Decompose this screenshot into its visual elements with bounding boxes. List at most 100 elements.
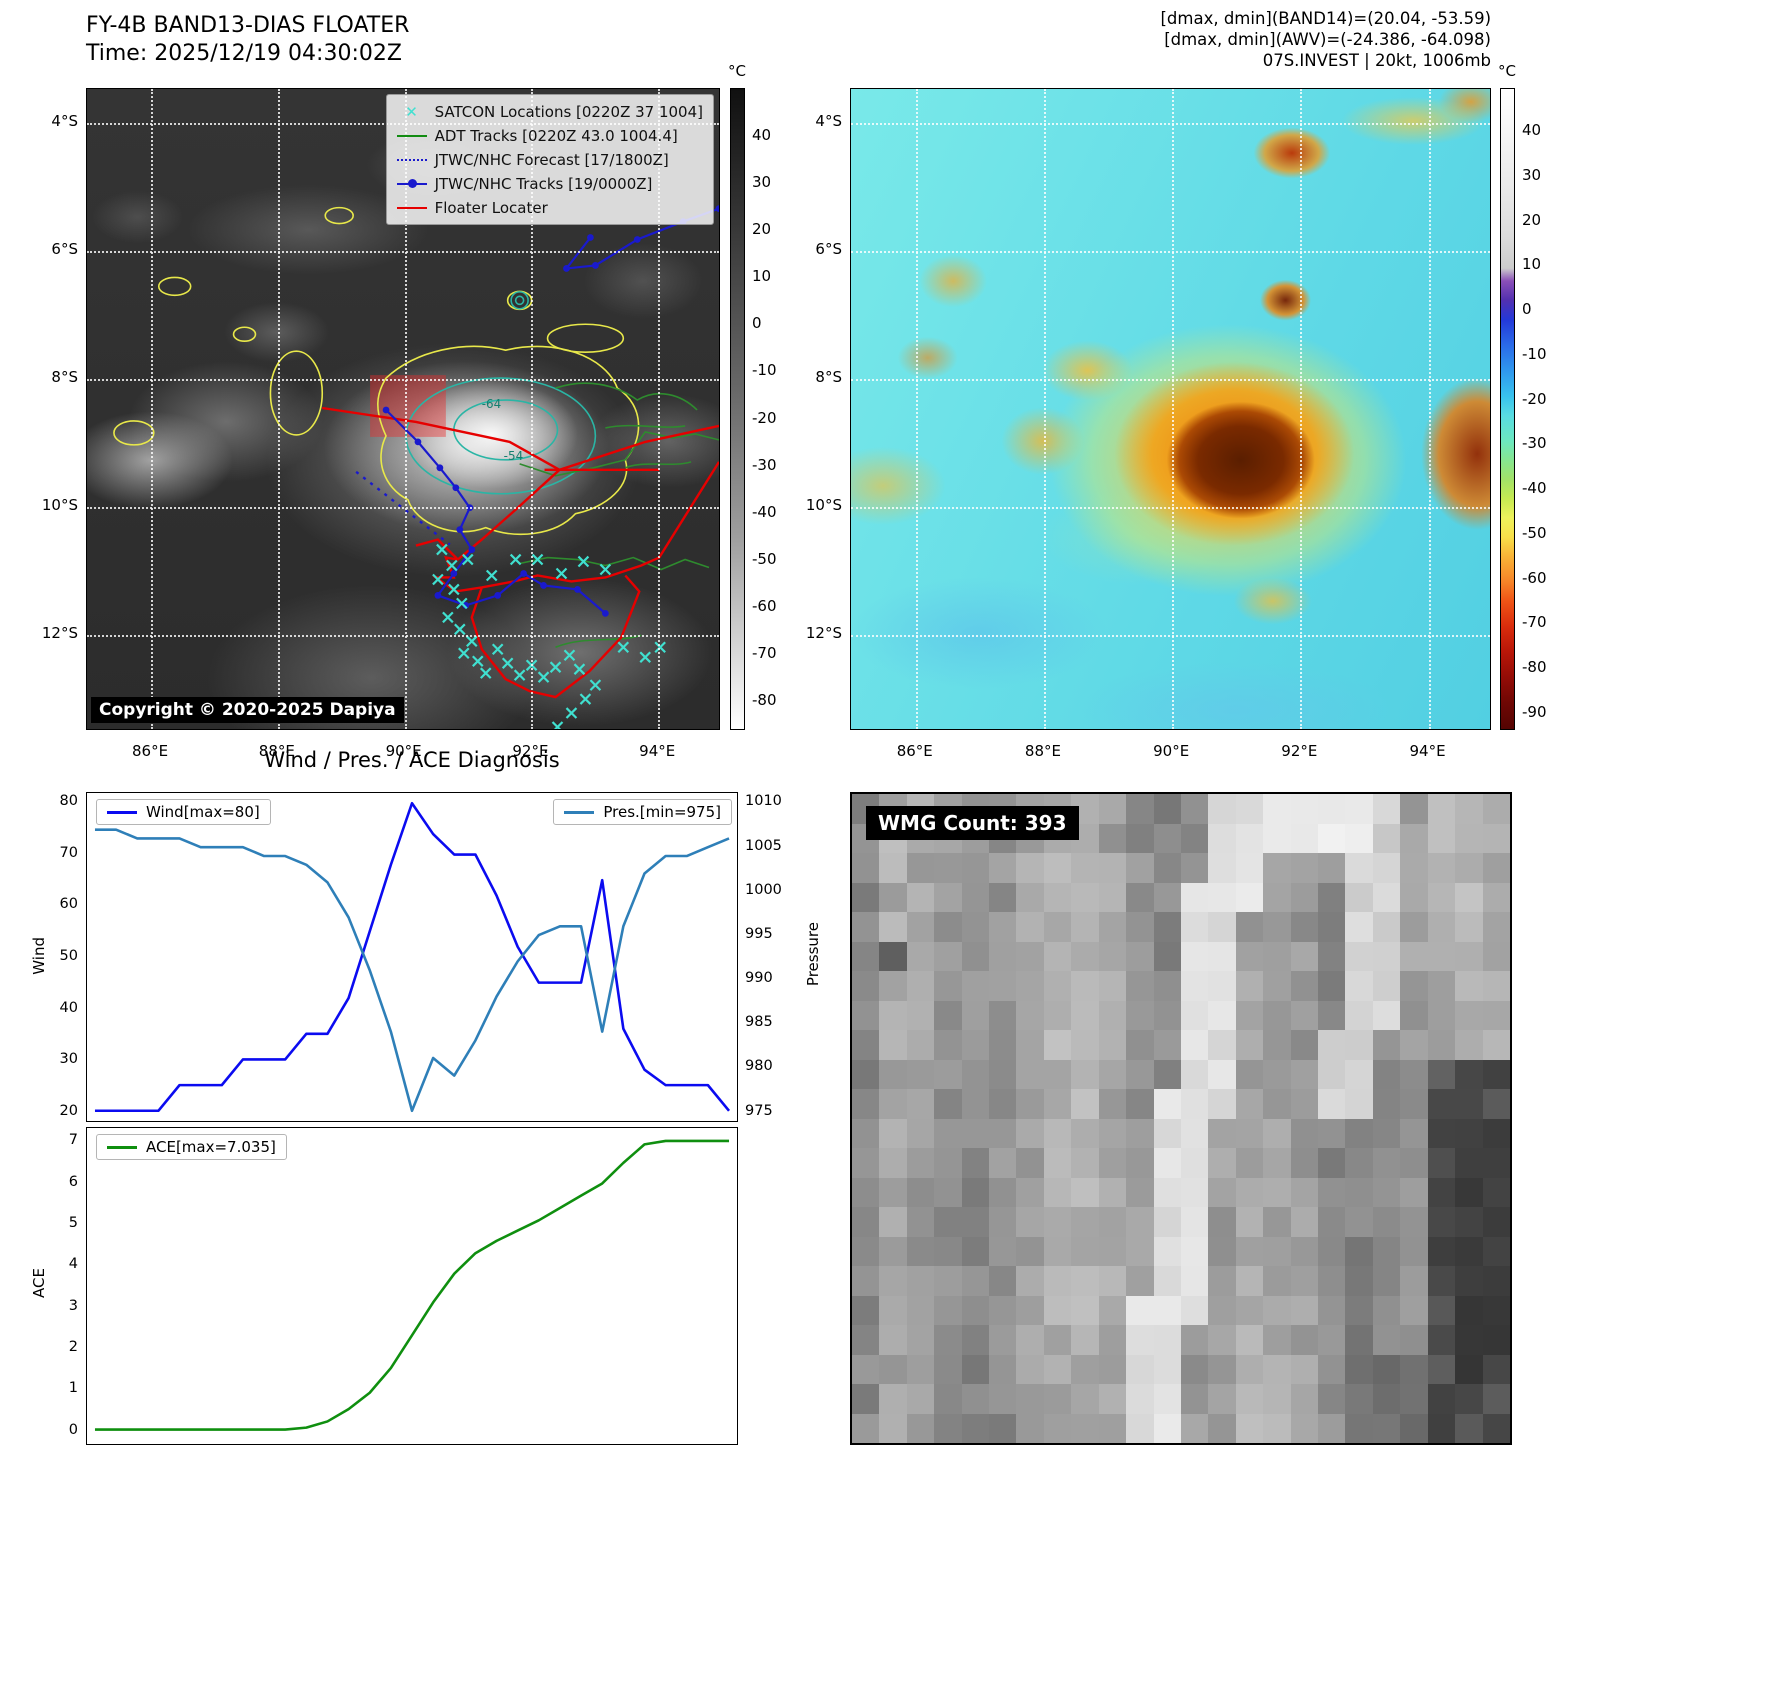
chart-wind-ytick: 30 <box>59 1051 78 1068</box>
wmg-pixel <box>934 1118 962 1148</box>
legend-line <box>396 158 427 161</box>
wmg-pixel <box>1098 1384 1127 1414</box>
wmg-pixel <box>1318 912 1346 942</box>
wmg-pixel <box>1071 1059 1099 1089</box>
floater-gridline-h <box>87 506 719 509</box>
wmg-pixel <box>879 1177 907 1207</box>
wmg-pixel <box>1126 853 1154 883</box>
wmg-pixel <box>1372 1000 1401 1030</box>
ace-legend-label: ACE[max=7.035] <box>146 1138 276 1156</box>
wmg-pixel <box>1263 1030 1291 1060</box>
wmg-pixel <box>1153 1413 1181 1443</box>
wmg-pixel <box>1427 941 1456 971</box>
floater-gridline-h <box>87 250 719 253</box>
series-line <box>94 1139 730 1431</box>
wmg-pixel <box>1126 1118 1154 1148</box>
track-line-icon <box>396 130 427 142</box>
enhanced-colorbar-tick: -20 <box>1522 389 1547 408</box>
floater-colorbar-tick: 0 <box>752 314 762 333</box>
wmg-pixel <box>1400 1000 1428 1030</box>
wmg-pixel <box>1153 1295 1181 1325</box>
wmg-pixel <box>1345 1148 1373 1178</box>
enhanced-colorbar-tick: 0 <box>1522 300 1532 319</box>
chart-wind-ytick: 40 <box>59 999 78 1016</box>
wmg-pixel <box>1345 1000 1373 1030</box>
wmg-pixel <box>1043 1177 1072 1207</box>
wmg-pixel <box>1400 1413 1428 1443</box>
enhanced-xtick: 90°E <box>1153 742 1190 760</box>
wmg-pixel <box>1043 1413 1072 1443</box>
wmg-pixel <box>1372 1295 1401 1325</box>
wmg-pixel <box>961 1000 990 1030</box>
wmg-pixel <box>1290 1089 1319 1119</box>
wmg-pixel <box>1235 941 1264 971</box>
floater-colorbar-tick: 20 <box>752 220 772 239</box>
wmg-pixel <box>1098 1325 1127 1355</box>
wmg-pixel <box>852 1384 880 1414</box>
wmg-pixel <box>1016 1266 1044 1296</box>
wmg-pixel <box>1126 882 1154 912</box>
wmg-pixel <box>1345 1177 1373 1207</box>
wmg-pixel <box>1071 1089 1099 1119</box>
pressure-line-swatch <box>564 810 595 814</box>
wmg-pixel <box>1153 1177 1181 1207</box>
floater-gridline-v <box>277 89 280 729</box>
wmg-pixel <box>1290 1177 1319 1207</box>
wmg-pixel <box>1372 794 1401 824</box>
wmg-pixel <box>1016 1325 1044 1355</box>
legend-line <box>396 134 427 137</box>
wmg-pixel <box>1345 1384 1373 1414</box>
wmg-pixel <box>1427 1207 1456 1237</box>
floater-colorbar-tick: -80 <box>752 691 777 709</box>
wmg-pixel <box>1372 882 1401 912</box>
wmg-pixel <box>989 1266 1017 1296</box>
enhanced-ytick: 4°S <box>815 112 842 131</box>
wmg-pixel <box>1427 1177 1456 1207</box>
wmg-pixel <box>1126 1000 1154 1030</box>
wind-pressure-chart <box>86 792 738 1122</box>
wmg-pixel <box>934 1030 962 1060</box>
wmg-pixel <box>1455 823 1483 853</box>
wmg-pixel <box>1043 912 1072 942</box>
wmg-pixel <box>1263 1089 1291 1119</box>
wmg-pixel <box>1016 1118 1044 1148</box>
wmg-pixel <box>1427 1030 1456 1060</box>
enhanced-gridline-h <box>851 123 1490 126</box>
wmg-pixel <box>1208 912 1236 942</box>
wmg-pixel <box>1016 1030 1044 1060</box>
wmg-pixel <box>1180 853 1209 883</box>
wmg-pixel <box>1427 1325 1456 1355</box>
wmg-pixel <box>1263 1236 1291 1266</box>
wmg-pixel <box>1098 1000 1127 1030</box>
wmg-pixel <box>1318 1384 1346 1414</box>
wmg-pixel <box>1455 1325 1483 1355</box>
wmg-pixel <box>1208 1325 1236 1355</box>
wmg-pixel <box>1290 823 1319 853</box>
floater-title: FY-4B BAND13-DIAS FLOATER <box>86 13 410 38</box>
wmg-pixel <box>1126 971 1154 1001</box>
wmg-pixel <box>1290 882 1319 912</box>
wmg-pixel <box>1235 1148 1264 1178</box>
wmg-pixel <box>1345 1089 1373 1119</box>
jtwc-track-point <box>601 609 609 617</box>
wmg-pixel <box>1235 912 1264 942</box>
wmg-pixel <box>934 971 962 1001</box>
wmg-pixel <box>906 1354 935 1384</box>
wmg-pixel <box>1126 912 1154 942</box>
wmg-pixel <box>961 1413 990 1443</box>
wmg-pixel <box>1455 1000 1483 1030</box>
wmg-pixel <box>1016 912 1044 942</box>
wmg-pixel <box>852 882 880 912</box>
wmg-pixel <box>934 1325 962 1355</box>
wmg-pixel <box>879 1354 907 1384</box>
enhanced-gridline-v <box>1043 89 1046 729</box>
wmg-pixel <box>934 941 962 971</box>
wmg-pixel <box>1482 971 1510 1001</box>
wmg-pixel <box>1098 823 1127 853</box>
jtwc-track-point <box>574 586 581 593</box>
wmg-pixel <box>1427 1413 1456 1443</box>
wmg-pixel <box>1208 1089 1236 1119</box>
wmg-pixel <box>852 853 880 883</box>
wmg-pixel <box>1345 912 1373 942</box>
wmg-pixel <box>1071 971 1099 1001</box>
